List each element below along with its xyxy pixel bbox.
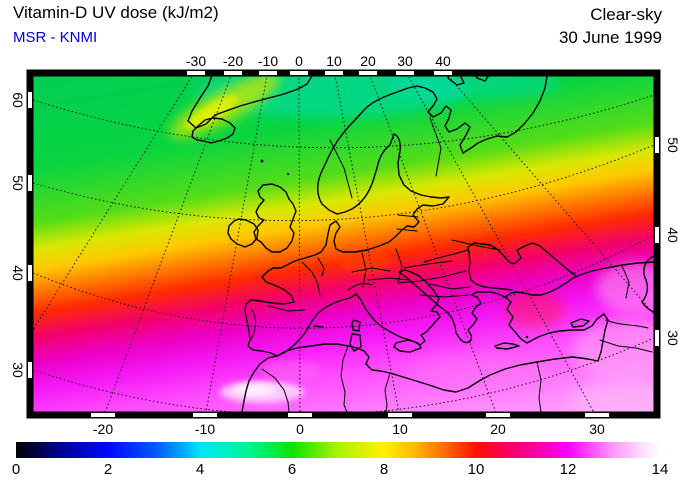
colorbar-tick: 14 [651, 461, 669, 478]
left-tick-label: 50 [10, 175, 26, 191]
morocco-white-core [233, 384, 277, 396]
top-tick-label: -20 [223, 53, 243, 69]
right-tick-label: 40 [665, 227, 678, 243]
colorbar-tick: 4 [195, 461, 205, 478]
mideast-pink-patch [573, 320, 654, 380]
dose-anomaly-patches [169, 76, 654, 412]
barents-cyan-patch [390, 76, 560, 100]
borders-north-africa [261, 345, 542, 412]
colorbar-tick: 0 [11, 461, 21, 478]
condition-date-block: Clear-sky 30 June 1999 [559, 3, 662, 49]
longitude-labels-bottom: -20 -10 0 10 20 30 [93, 421, 605, 437]
coast-morocco-atlantic [241, 355, 278, 412]
coast-norway-arctic-russia [317, 76, 548, 205]
faroe-islands-dot [260, 159, 264, 163]
coast-europe-mediterranean [244, 133, 654, 357]
alboran-pink-patch [260, 360, 320, 380]
bottom-tick-label: 20 [490, 421, 506, 437]
condition-label: Clear-sky [590, 5, 662, 24]
bottom-tick-label: 0 [296, 421, 304, 437]
top-tick-label: 20 [360, 53, 376, 69]
coast-great-britain [253, 183, 297, 253]
latitude-labels-right: 50 40 30 [665, 137, 678, 346]
parallel-40n [33, 234, 654, 329]
coast-iceland [191, 117, 236, 144]
rhodes-dot [525, 335, 529, 339]
left-tick-label: 30 [10, 362, 26, 378]
source-label: MSR - KNMI [13, 29, 98, 46]
coast-balearics [313, 325, 324, 328]
top-tick-label: -10 [258, 53, 278, 69]
map-area [33, 76, 654, 412]
colorbar-tick: 8 [379, 461, 389, 478]
frame-outer-line [26, 69, 661, 419]
coast-corsica [351, 319, 361, 332]
colorbar-tick: 6 [287, 461, 297, 478]
meridian-30w [33, 76, 193, 331]
coast-sardinia [349, 333, 362, 352]
coast-arctic-islands [446, 76, 490, 86]
colorbar-gradient [16, 442, 660, 458]
libya-pink-patch [405, 354, 555, 390]
alps-orange-patch [340, 250, 392, 274]
left-tick-label: 60 [10, 92, 26, 108]
bottom-tick-label: -10 [195, 421, 215, 437]
top-tick-label: 40 [435, 53, 451, 69]
coast-cyprus [570, 318, 590, 328]
map-frame [26, 69, 661, 419]
right-tick-label: 50 [665, 137, 678, 153]
bottom-tick-label: 10 [392, 421, 408, 437]
bottom-tick-label: 30 [589, 421, 605, 437]
top-tick-label: -30 [186, 53, 206, 69]
colorbar-tick: 10 [467, 461, 485, 478]
top-tick-label: 0 [295, 53, 303, 69]
egypt-pink-patch [570, 380, 654, 412]
frame-band-left [27, 70, 33, 418]
uv-dose-field [33, 76, 654, 412]
left-tick-label: 40 [10, 265, 26, 281]
greenland-yellow-core [185, 95, 239, 129]
coast-ireland [227, 218, 259, 248]
top-tick-label: 30 [397, 53, 413, 69]
meridian-40e [447, 76, 654, 315]
coast-sicily [393, 339, 422, 353]
coast-caspian [641, 255, 654, 313]
colorbar-tick: 12 [559, 461, 577, 478]
parallel-60n [33, 94, 654, 149]
frame-band-top [27, 70, 660, 76]
coast-greenland [187, 76, 313, 129]
frame-tick-gaps [28, 71, 659, 417]
shetland-dot [286, 172, 290, 176]
page-title: Vitamin-D UV dose (kJ/m2) [13, 3, 219, 22]
anatolia-red-patch [505, 292, 565, 328]
right-tick-label: 30 [665, 330, 678, 346]
top-tick-label: 10 [326, 53, 342, 69]
caspian-pink-patch [596, 262, 654, 314]
date-label: 30 June 1999 [558, 28, 662, 47]
meridian-10e [334, 76, 400, 412]
frame-band-bottom [27, 412, 660, 418]
country-borders [249, 117, 653, 412]
bottom-tick-label: -20 [93, 421, 113, 437]
colorbar-tick: 2 [103, 461, 113, 478]
borders-middle-east [599, 265, 653, 353]
frame-inner-line [32, 75, 655, 413]
coast-crete [494, 342, 520, 350]
longitude-labels-top: -30 -20 -10 0 10 20 30 40 [186, 53, 451, 69]
frame-band-right [654, 70, 660, 418]
latitude-labels-left: 60 50 40 30 [10, 92, 26, 378]
borders-europe [249, 117, 501, 342]
